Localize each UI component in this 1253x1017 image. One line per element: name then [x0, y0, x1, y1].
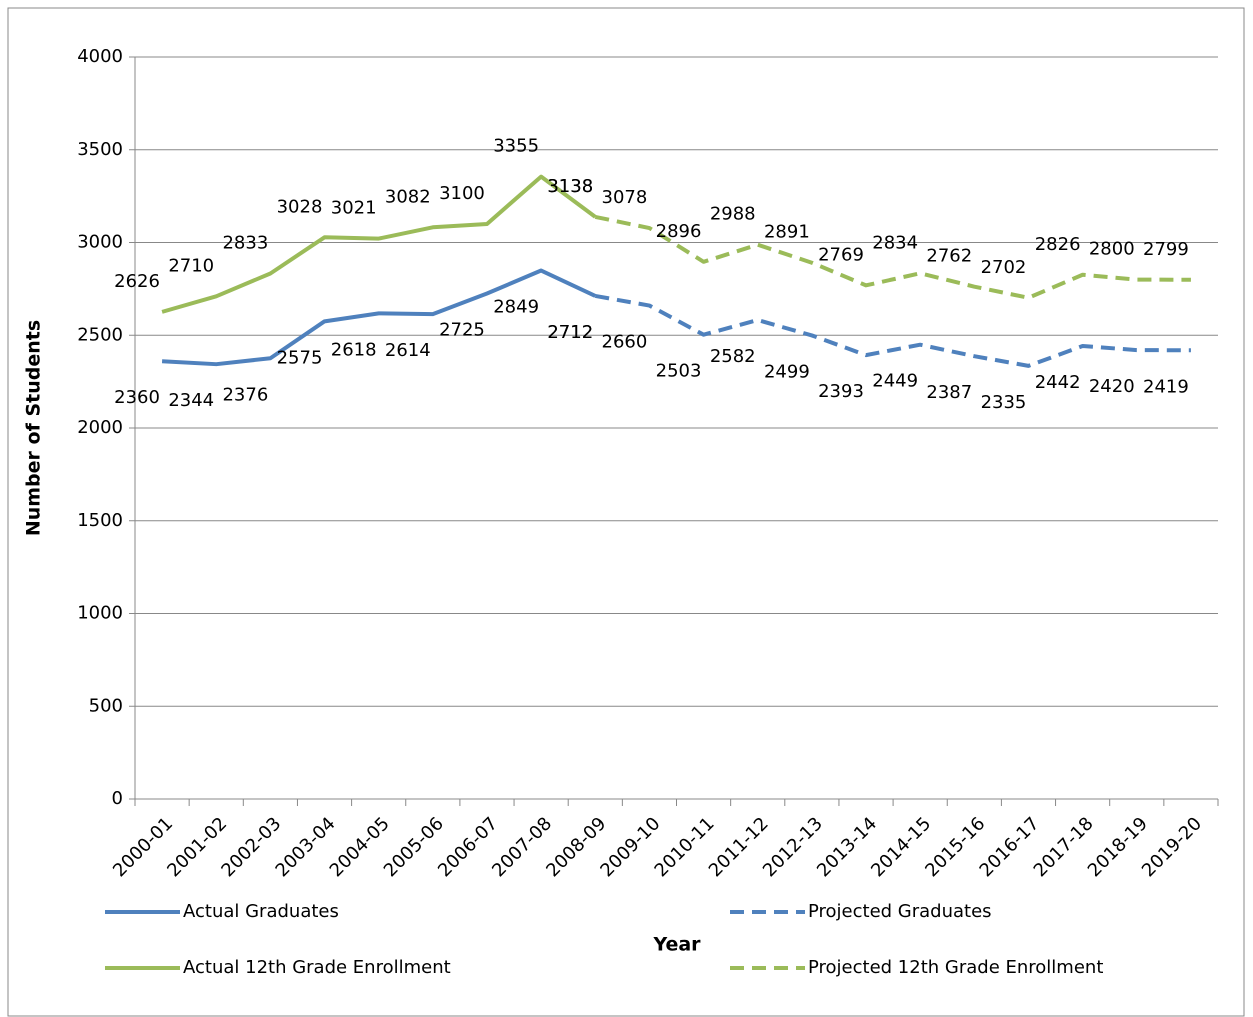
data-label: 3138 — [547, 176, 593, 197]
y-axis-title: Number of Students — [23, 320, 45, 536]
data-label: 2626 — [114, 271, 160, 292]
data-label: 2799 — [1143, 239, 1189, 260]
data-label: 2419 — [1143, 376, 1189, 397]
data-label: 2376 — [222, 384, 268, 405]
data-label: 2988 — [710, 204, 756, 225]
data-label: 2849 — [493, 297, 539, 318]
data-label: 2503 — [656, 361, 702, 382]
data-label: 2360 — [114, 387, 160, 408]
data-label: 2575 — [277, 347, 323, 368]
series-line — [594, 293, 1191, 368]
data-label: 2712 — [547, 322, 593, 343]
data-label: 2499 — [764, 361, 810, 382]
data-label: 3078 — [602, 187, 648, 208]
y-tick-label: 4000 — [77, 46, 123, 67]
data-label: 3082 — [385, 186, 431, 207]
data-label: 2769 — [818, 244, 864, 265]
data-label: 2896 — [656, 221, 702, 242]
data-label: 2762 — [926, 246, 972, 267]
data-label: 2387 — [926, 382, 972, 403]
data-label: 3138 — [547, 176, 593, 197]
legend-label: Projected Graduates — [808, 901, 992, 922]
y-tick-label: 1000 — [77, 603, 123, 624]
data-label: 2833 — [222, 232, 268, 253]
data-label: 2393 — [818, 381, 864, 402]
data-label: 3100 — [439, 183, 485, 204]
data-label: 2582 — [710, 346, 756, 367]
data-label: 2710 — [168, 255, 214, 276]
x-axis-title: Year — [652, 934, 701, 956]
data-label: 2614 — [385, 340, 431, 361]
data-label: 2618 — [331, 339, 377, 360]
chart-border — [7, 7, 1245, 1017]
data-label: 2335 — [981, 392, 1027, 413]
data-label: 2449 — [872, 371, 918, 392]
y-tick-label: 2500 — [77, 324, 123, 345]
y-tick-label: 500 — [89, 695, 123, 716]
data-label: 2702 — [981, 257, 1027, 278]
data-label: 2344 — [168, 390, 214, 411]
data-label: 2725 — [439, 320, 485, 341]
data-label: 2891 — [764, 222, 810, 243]
series-line — [161, 174, 597, 314]
y-tick-label: 3500 — [77, 139, 123, 160]
x-tick-label: 2019-20 — [1138, 813, 1206, 881]
data-label: 2420 — [1089, 376, 1135, 397]
data-label: 3355 — [493, 136, 539, 157]
series-line — [161, 268, 597, 367]
legend-label: Projected 12th Grade Enrollment — [808, 957, 1103, 978]
data-label: 3028 — [277, 196, 323, 217]
y-tick-label: 3000 — [77, 232, 123, 253]
data-label: 2660 — [602, 332, 648, 353]
data-label: 2442 — [1035, 372, 1081, 393]
legend-label: Actual 12th Grade Enrollment — [183, 957, 451, 978]
y-tick-label: 2000 — [77, 417, 123, 438]
data-label: 2834 — [872, 232, 918, 253]
data-label: 3021 — [331, 198, 377, 219]
y-tick-label: 1500 — [77, 510, 123, 531]
data-label: 2800 — [1089, 239, 1135, 260]
legend-label: Actual Graduates — [183, 901, 339, 922]
data-label: 2712 — [547, 322, 593, 343]
series-line — [594, 214, 1191, 300]
y-tick-label: 0 — [112, 788, 123, 809]
data-label: 2826 — [1035, 234, 1081, 255]
